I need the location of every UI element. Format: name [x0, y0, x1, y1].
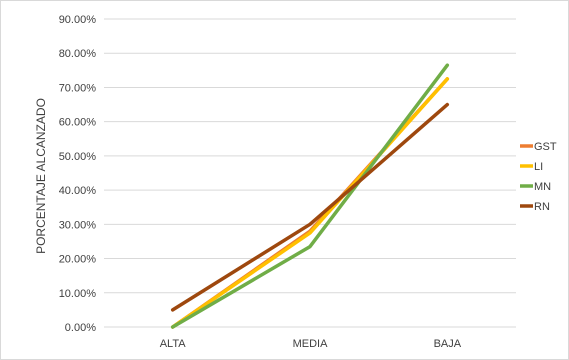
- y-tick-label: 90.00%: [59, 14, 97, 26]
- y-tick-label: 10.00%: [59, 288, 97, 300]
- legend-label-rn: RN: [534, 201, 550, 213]
- series-line-rn: [170, 102, 450, 312]
- x-tick-label: ALTA: [160, 338, 187, 350]
- y-tick-label: 70.00%: [59, 82, 97, 94]
- legend: GST LI MN RN: [520, 141, 557, 213]
- x-tick-label: BAJA: [434, 338, 462, 350]
- y-axis-ticks: 0.00% 10.00% 20.00% 30.00% 40.00% 50.00% 60.00…: [59, 14, 97, 334]
- gridlines: [104, 18, 516, 328]
- y-tick-label: 30.00%: [59, 219, 97, 231]
- x-tick-label: MEDIA: [293, 338, 329, 350]
- y-tick-label: 80.00%: [59, 48, 97, 60]
- x-axis-ticks: ALTA MEDIA BAJA: [160, 338, 462, 350]
- series-lines: [170, 63, 450, 329]
- y-tick-label: 20.00%: [59, 254, 97, 266]
- y-tick-label: 0.00%: [65, 322, 96, 334]
- series-line-gst: [170, 77, 450, 329]
- y-tick-label: 60.00%: [59, 117, 97, 129]
- legend-label-li: LI: [534, 161, 543, 173]
- y-tick-label: 50.00%: [59, 151, 97, 163]
- legend-label-gst: GST: [534, 141, 557, 153]
- y-tick-label: 40.00%: [59, 185, 97, 197]
- y-axis-title: PORCENTAJE ALCANZADO: [34, 98, 48, 254]
- series-line-li: [170, 77, 450, 329]
- legend-label-mn: MN: [534, 181, 551, 193]
- series-line-mn: [170, 63, 450, 329]
